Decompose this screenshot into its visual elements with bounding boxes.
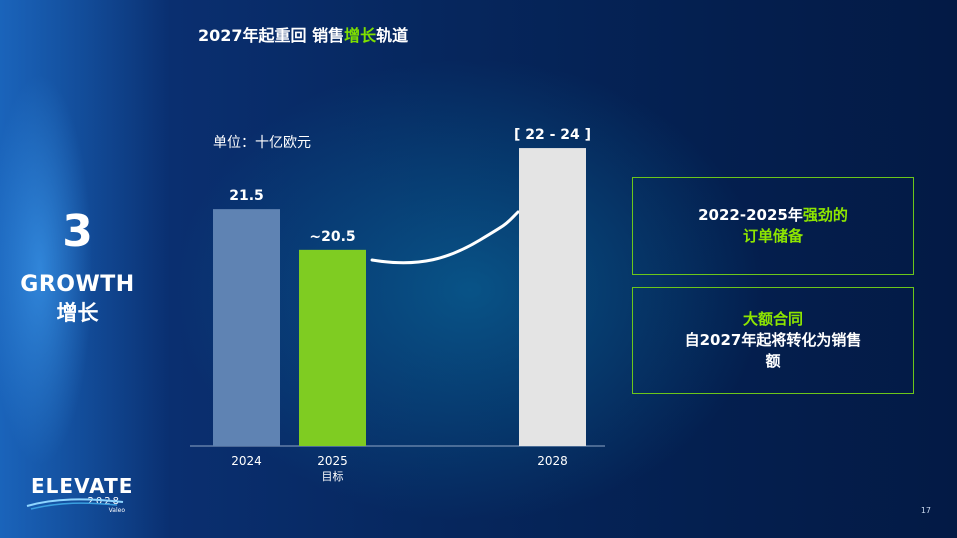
bar-2025 bbox=[299, 249, 366, 446]
box2-line2: 自2027年起将转化为销售 bbox=[684, 331, 862, 349]
data-label-2025: ~20.5 bbox=[309, 229, 355, 245]
data-label-2024: 21.5 bbox=[229, 188, 264, 204]
box1-line1-highlight: 强劲的 bbox=[802, 206, 848, 224]
section-label-en: GROWTH bbox=[20, 272, 135, 297]
box2-line3: 额 bbox=[765, 352, 781, 370]
x-tick-2025: 2025 bbox=[317, 454, 348, 468]
title-part-1: 2027年起重回 销售 bbox=[198, 26, 345, 45]
data-label-2028: [ 22 - 24 ] bbox=[514, 127, 591, 143]
box2-line1: 大额合同 bbox=[742, 310, 803, 328]
title-part-2: 轨道 bbox=[376, 26, 409, 45]
x-tick-2028: 2028 bbox=[537, 454, 568, 468]
section-number: 3 bbox=[62, 206, 93, 257]
left-glow-decoration bbox=[0, 0, 170, 538]
bar-2024 bbox=[213, 209, 280, 446]
logo-sub: Valeo bbox=[108, 507, 125, 514]
bar-2028 bbox=[519, 148, 586, 447]
section-label-cn: 增长 bbox=[56, 301, 99, 325]
elevate-logo: ELEVATE 2028 Valeo bbox=[26, 474, 134, 514]
logo-swoosh-icon bbox=[26, 498, 124, 510]
box1-line2: 订单储备 bbox=[742, 227, 803, 245]
box1-line1: 2022-2025年强劲的 bbox=[698, 205, 848, 226]
logo-year: 2028 bbox=[87, 496, 121, 507]
strong-order-backlog-box: 2022-2025年强劲的 订单储备 bbox=[632, 177, 914, 275]
large-contracts-box: 大额合同 自2027年起将转化为销售 额 bbox=[632, 287, 914, 394]
title-highlight: 增长 bbox=[344, 26, 377, 45]
logo-main-text: ELEVATE bbox=[31, 474, 134, 498]
unit-label: 单位：十亿欧元 bbox=[213, 135, 311, 151]
box1-line1-text: 2022-2025年 bbox=[698, 206, 803, 224]
x-tick-2024: 2024 bbox=[231, 454, 262, 468]
growth-curve bbox=[370, 210, 520, 265]
page-number: 17 bbox=[920, 506, 931, 515]
slide-title: 2027年起重回 销售增长轨道 bbox=[198, 22, 408, 46]
x-tick-sublabel-2025: 目标 bbox=[322, 469, 344, 483]
